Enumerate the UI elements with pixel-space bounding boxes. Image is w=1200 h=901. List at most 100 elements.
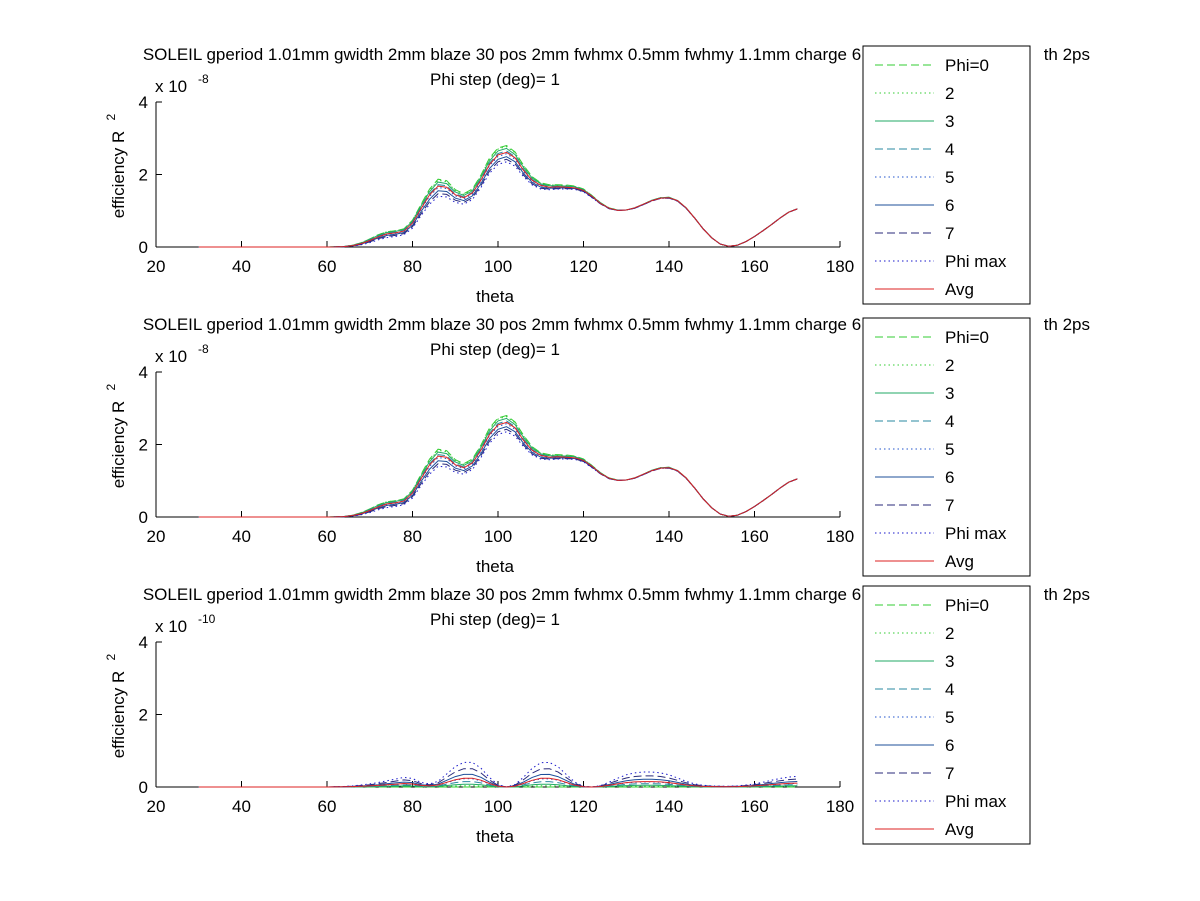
series-line-8: [198, 761, 798, 788]
y-axis-label: efficiency R: [109, 131, 128, 219]
legend-label: 5: [945, 168, 954, 187]
x-axis-label: theta: [476, 557, 514, 576]
legend-label: Phi max: [945, 524, 1007, 543]
chart-title-suffix: th 2ps: [1044, 585, 1090, 604]
y-tick-label: 4: [139, 363, 148, 382]
legend-label: 2: [945, 624, 954, 643]
y-tick-label: 0: [139, 778, 148, 797]
y-tick-label: 2: [139, 166, 148, 185]
x-tick-label: 100: [484, 797, 512, 816]
y-axis-label: efficiency R: [109, 671, 128, 759]
y-tick-label: 2: [139, 706, 148, 725]
x-tick-label: 160: [740, 527, 768, 546]
y-tick-label: 4: [139, 633, 148, 652]
x-tick-label: 140: [655, 257, 683, 276]
y-axis-label-group: efficiency R 2: [104, 384, 128, 489]
x-tick-label: 120: [569, 527, 597, 546]
y-axis-label-superscript: 2: [104, 654, 118, 661]
x-axis-label: theta: [476, 827, 514, 846]
y-exponent-value: -8: [198, 72, 209, 86]
x-tick-label: 180: [826, 527, 854, 546]
x-tick-label: 180: [826, 797, 854, 816]
x-tick-label: 80: [403, 257, 422, 276]
y-exponent-label: x 10: [155, 77, 187, 96]
legend-label: 4: [945, 140, 954, 159]
y-axis-label-superscript: 2: [104, 384, 118, 391]
x-tick-label: 20: [147, 527, 166, 546]
legend-label: 6: [945, 196, 954, 215]
plot-area: [156, 372, 840, 517]
y-exponent-value: -10: [198, 612, 216, 626]
series-line-9: [198, 777, 798, 788]
x-tick-label: 40: [232, 257, 251, 276]
x-tick-label: 100: [484, 527, 512, 546]
series-line-9: [198, 151, 798, 248]
legend-label: Phi=0: [945, 328, 989, 347]
legend-label: Phi max: [945, 792, 1007, 811]
y-exponent-label: x 10: [155, 347, 187, 366]
y-axis-label-superscript: 2: [104, 114, 118, 121]
y-axis-label: efficiency R: [109, 401, 128, 489]
series-line-9: [198, 421, 798, 518]
legend: Phi=0 2 3 4 5 6 7 Phi max Avg: [862, 45, 1031, 305]
legend-label: 7: [945, 224, 954, 243]
series-line-4: [198, 420, 798, 518]
plot-area: [156, 642, 840, 787]
legend: Phi=0 2 3 4 5 6 7 Phi max Avg: [862, 317, 1031, 577]
legend-label: Phi max: [945, 252, 1007, 271]
x-tick-label: 160: [740, 257, 768, 276]
x-tick-label: 20: [147, 257, 166, 276]
legend-label: 3: [945, 384, 954, 403]
x-tick-label: 80: [403, 797, 422, 816]
y-exponent-value: -8: [198, 342, 209, 356]
legend: Phi=0 2 3 4 5 6 7 Phi max Avg: [862, 585, 1031, 845]
legend-label: 4: [945, 680, 954, 699]
x-tick-label: 120: [569, 797, 597, 816]
legend-label: 7: [945, 764, 954, 783]
y-axis-label-group: efficiency R 2: [104, 114, 128, 219]
y-tick-label: 2: [139, 436, 148, 455]
subplot-3: SOLEIL gperiod 1.01mm gwidth 2mm blaze 3…: [104, 585, 1090, 846]
legend-box: [862, 317, 1031, 577]
legend-label: 2: [945, 84, 954, 103]
x-tick-label: 40: [232, 797, 251, 816]
y-axis-label-group: efficiency R 2: [104, 654, 128, 759]
legend-label: Avg: [945, 280, 974, 299]
chart-title-suffix: th 2ps: [1044, 45, 1090, 64]
legend-label: 6: [945, 736, 954, 755]
x-tick-label: 60: [318, 797, 337, 816]
legend-label: Avg: [945, 552, 974, 571]
legend-label: Avg: [945, 820, 974, 839]
chart-subtitle: Phi step (deg)= 1: [430, 70, 560, 89]
chart-title: SOLEIL gperiod 1.01mm gwidth 2mm blaze 3…: [143, 45, 861, 64]
y-tick-label: 0: [139, 238, 148, 257]
legend-label: 6: [945, 468, 954, 487]
y-tick-label: 0: [139, 508, 148, 527]
legend-label: Phi=0: [945, 56, 989, 75]
x-axis-label: theta: [476, 287, 514, 306]
x-tick-label: 160: [740, 797, 768, 816]
legend-label: 2: [945, 356, 954, 375]
series-line-4: [198, 150, 798, 248]
x-tick-label: 100: [484, 257, 512, 276]
chart-subtitle: Phi step (deg)= 1: [430, 340, 560, 359]
legend-label: 5: [945, 440, 954, 459]
legend-label: 5: [945, 708, 954, 727]
legend-label: 3: [945, 652, 954, 671]
y-tick-label: 4: [139, 93, 148, 112]
y-exponent-label: x 10: [155, 617, 187, 636]
x-tick-label: 140: [655, 797, 683, 816]
legend-label: 4: [945, 412, 954, 431]
chart-title: SOLEIL gperiod 1.01mm gwidth 2mm blaze 3…: [143, 585, 861, 604]
series-line-8: [198, 431, 798, 518]
chart-subtitle: Phi step (deg)= 1: [430, 610, 560, 629]
legend-label: Phi=0: [945, 596, 989, 615]
x-tick-label: 120: [569, 257, 597, 276]
x-tick-label: 140: [655, 527, 683, 546]
legend-box: [862, 45, 1031, 305]
legend-box: [862, 585, 1031, 845]
series-line-7: [198, 768, 798, 788]
x-tick-label: 20: [147, 797, 166, 816]
plot-area: [156, 102, 840, 247]
